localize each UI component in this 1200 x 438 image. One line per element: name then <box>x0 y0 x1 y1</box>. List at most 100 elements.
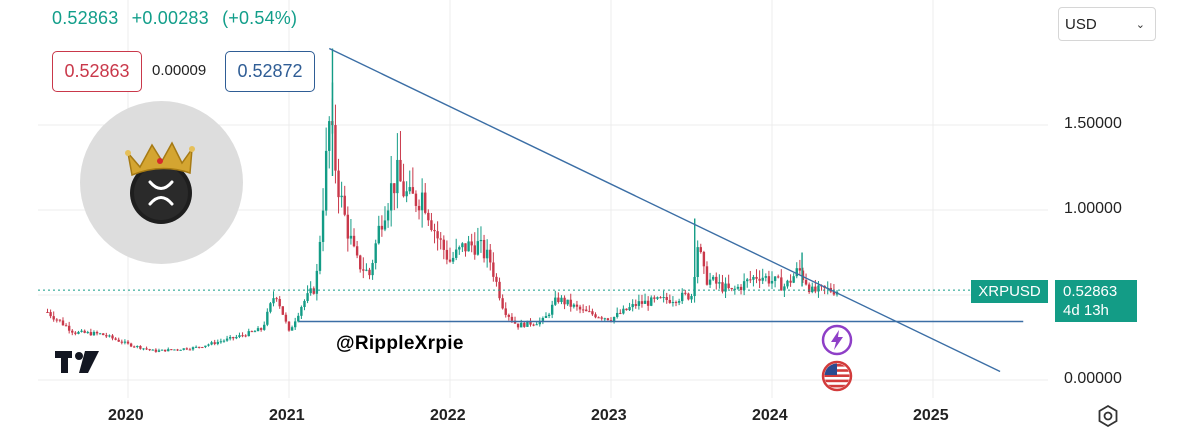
candle-body <box>359 255 362 270</box>
candle-body <box>287 321 291 331</box>
candle-body <box>718 282 721 284</box>
candle-body <box>653 297 656 299</box>
candle-body <box>259 328 263 330</box>
candle-body <box>399 159 402 182</box>
candle-body <box>238 335 241 337</box>
candle-body <box>696 247 699 278</box>
candle-body <box>780 277 783 291</box>
chevron-down-icon: ⌄ <box>1135 18 1145 31</box>
candle-body <box>365 269 368 271</box>
currency-value: USD <box>1065 15 1097 33</box>
candle-body <box>795 268 798 277</box>
candle-body <box>476 241 480 255</box>
candle-body <box>436 231 439 239</box>
buy-price-button[interactable]: 0.52872 <box>225 51 315 92</box>
candle-body <box>105 335 108 337</box>
candle-body <box>67 325 71 331</box>
candle-body <box>284 314 288 322</box>
candle-body <box>742 281 746 291</box>
candle-body <box>789 280 792 283</box>
candle-body <box>622 308 625 314</box>
x-tick-label: 2021 <box>269 407 305 424</box>
candle-body <box>191 347 195 350</box>
candle-body <box>321 210 325 242</box>
candle-body <box>501 298 504 309</box>
candle-body <box>198 346 201 348</box>
candle-body <box>250 331 254 333</box>
candle-body <box>687 293 690 300</box>
candle-body <box>711 276 715 280</box>
x-tick-label: 2020 <box>108 407 144 424</box>
candle-body <box>396 159 399 194</box>
candle-body <box>798 268 802 271</box>
candle-body <box>458 247 461 250</box>
candle-body <box>318 241 322 271</box>
candle-body <box>746 279 749 282</box>
candle-body <box>665 297 668 300</box>
settings-icon[interactable] <box>1096 404 1120 433</box>
candle-body <box>575 304 579 307</box>
candle-body <box>448 259 452 262</box>
candle-body <box>290 327 294 331</box>
candle-body <box>758 278 761 281</box>
candle-body <box>585 309 588 312</box>
candle-body <box>420 192 424 211</box>
candle-body <box>148 349 151 351</box>
lightning-icon[interactable] <box>821 324 853 361</box>
candle-body <box>61 320 65 326</box>
drawings <box>38 47 1024 373</box>
candle-body <box>705 266 709 285</box>
price-tag: 0.52863 4d 13h <box>1055 280 1137 322</box>
candle-body <box>312 288 315 294</box>
candle-body <box>179 349 182 351</box>
candle-body <box>600 317 603 319</box>
candle-body <box>266 311 269 325</box>
candle-body <box>204 345 207 348</box>
candle-body <box>256 328 260 332</box>
candle-body <box>167 349 170 352</box>
sell-price-button[interactable]: 0.52863 <box>52 51 142 92</box>
candle-body <box>662 297 665 299</box>
x-tick-label: 2024 <box>752 407 788 424</box>
candle-body <box>145 348 148 350</box>
candle-body <box>297 315 300 322</box>
candle-body <box>114 338 117 340</box>
candle-body <box>414 193 418 206</box>
candle-body <box>77 331 80 334</box>
candle-body <box>811 286 814 293</box>
candle-body <box>386 210 390 221</box>
candle-body <box>547 314 551 317</box>
candle-body <box>201 347 204 349</box>
candle-body <box>736 286 740 289</box>
candle-body <box>516 323 520 328</box>
candle-body <box>142 348 145 350</box>
currency-select[interactable]: USD ⌄ <box>1058 7 1156 41</box>
candle-body <box>334 125 337 171</box>
candle-body <box>801 270 805 280</box>
candle-body <box>402 181 405 197</box>
candle-body <box>380 225 384 230</box>
grid <box>38 0 1048 398</box>
candle-body <box>485 249 489 259</box>
us-flag-icon[interactable] <box>821 360 853 397</box>
descending-trendline <box>328 47 1001 373</box>
candle-body <box>681 292 684 302</box>
candle-body <box>232 337 235 339</box>
candle-body <box>263 324 266 330</box>
y-tick-label: 1.50000 <box>1064 115 1122 132</box>
last-price: 0.52863 <box>52 8 119 28</box>
candle-body <box>572 304 576 307</box>
candle-body <box>126 341 130 344</box>
tradingview-logo-icon <box>55 351 101 380</box>
candle-body <box>473 245 476 255</box>
candle-countdown: 4d 13h <box>1063 302 1109 319</box>
candle-body <box>454 249 458 258</box>
candle-body <box>411 187 415 194</box>
candle-body <box>764 276 768 278</box>
candle-body <box>139 345 142 349</box>
candle-body <box>535 324 538 326</box>
candle-body <box>708 279 712 285</box>
candle-body <box>337 170 340 198</box>
candle-body <box>430 220 433 230</box>
